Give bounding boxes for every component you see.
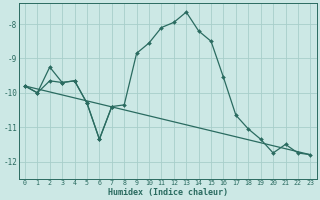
X-axis label: Humidex (Indice chaleur): Humidex (Indice chaleur) bbox=[108, 188, 228, 197]
